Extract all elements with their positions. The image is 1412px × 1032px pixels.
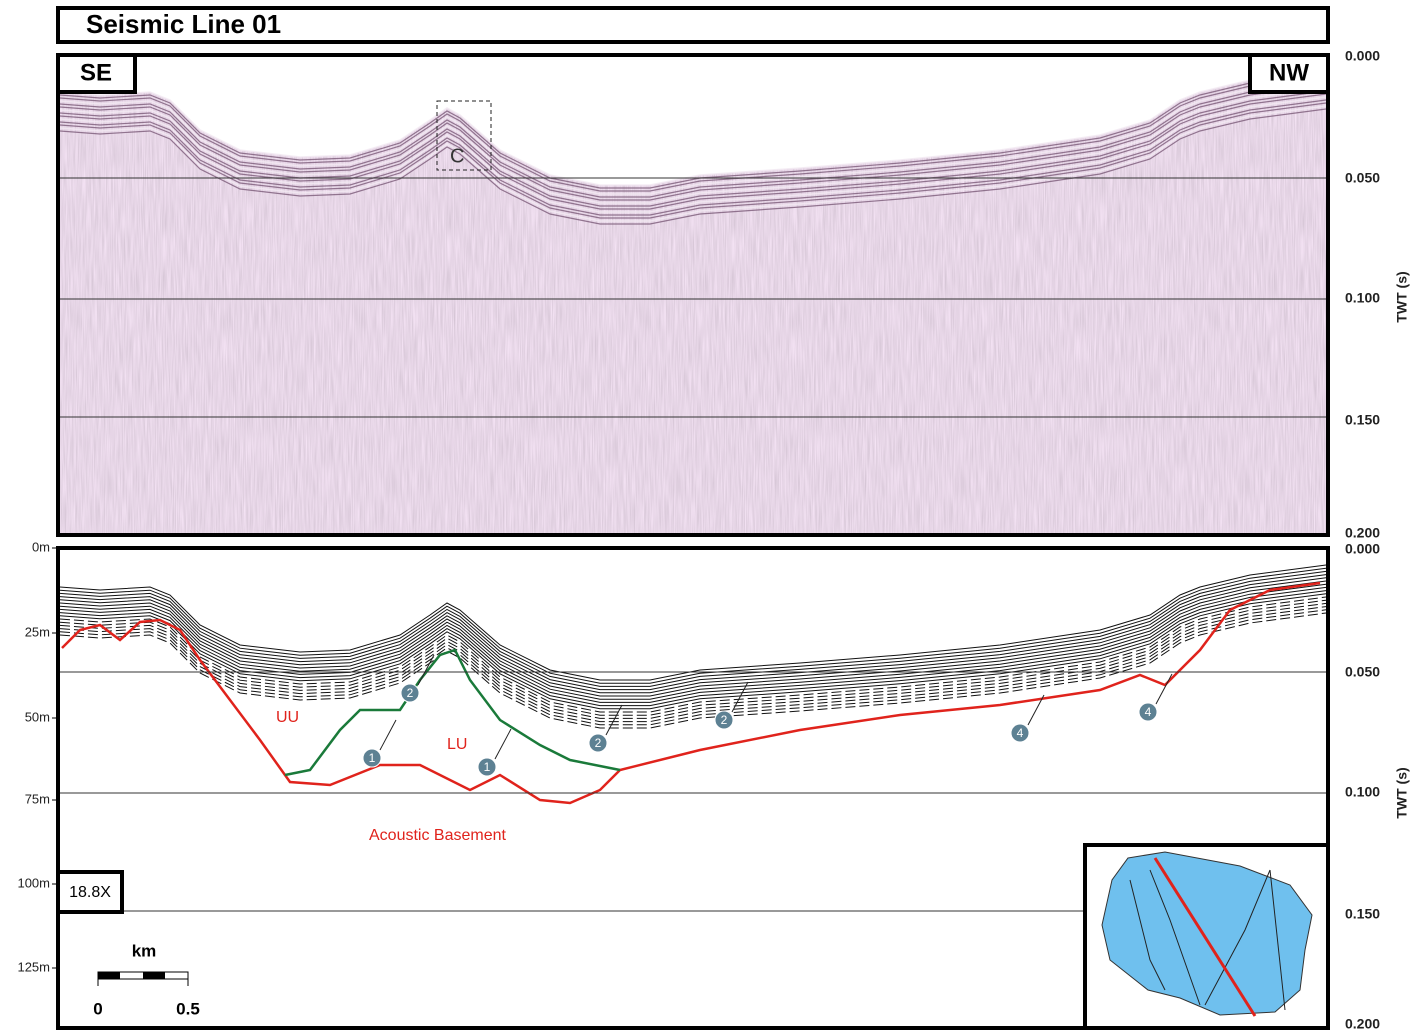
figure: Seismic Line 01 C SE NW TWT (s) 1212244 … (0, 0, 1412, 1032)
marker-label: 2 (407, 686, 414, 700)
unit-label: LU (447, 736, 467, 753)
nw-label: NW (1269, 59, 1309, 86)
unit-label: Acoustic Basement (369, 827, 507, 844)
y-tick-label: 0.100 (1345, 290, 1380, 306)
scale-label: 0.5 (176, 999, 200, 1018)
scale-rect (98, 972, 120, 979)
y-tick-label: 0.150 (1345, 906, 1380, 922)
y-tick-label: 0.050 (1345, 664, 1380, 680)
scale-label: 0 (93, 999, 102, 1018)
depth-tick-label: 75m (25, 791, 50, 806)
y-tick-label: 0.150 (1345, 412, 1380, 428)
depth-tick-label: 125m (17, 959, 50, 974)
y-tick-label: 0.200 (1345, 1016, 1380, 1032)
y-tick-label: 0.050 (1345, 170, 1380, 186)
marker-label: 2 (721, 713, 728, 727)
marker-label: 2 (595, 736, 602, 750)
y-tick-label: 0.200 (1345, 525, 1380, 541)
y-tick-label: 0.100 (1345, 784, 1380, 800)
unit-label: UU (276, 709, 299, 726)
depth-tick-label: 100m (17, 875, 50, 890)
marker-label: 4 (1145, 705, 1152, 719)
depth-tick-label: 50m (25, 709, 50, 724)
axis-title: TWT (s) (1394, 271, 1410, 322)
marker-label: 4 (1017, 726, 1024, 740)
depth-tick-label: 0m (32, 539, 50, 554)
title: Seismic Line 01 (86, 9, 281, 39)
feature-label: C (450, 145, 464, 167)
exaggeration: 18.8X (69, 884, 111, 901)
marker-label: 1 (369, 751, 376, 765)
axis-title: TWT (s) (1394, 767, 1410, 818)
depth-tick-label: 25m (25, 624, 50, 639)
marker-label: 1 (484, 760, 491, 774)
y-tick-label: 0.000 (1345, 541, 1380, 557)
scale-unit: km (132, 941, 157, 960)
y-tick-label: 0.000 (1345, 48, 1380, 64)
page: {"title": "Seismic Line 01", "top_panel"… (0, 0, 1412, 1032)
se-label: SE (80, 59, 112, 86)
scale-rect (143, 972, 165, 979)
